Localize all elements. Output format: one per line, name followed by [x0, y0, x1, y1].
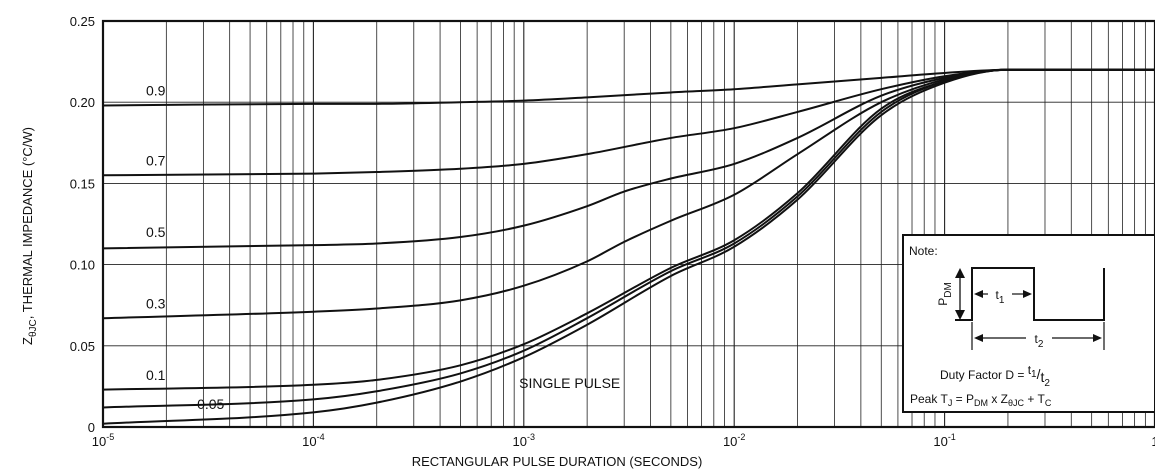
curves	[102, 68, 1155, 425]
pdm-label-main: P	[936, 298, 950, 306]
y-axis-label: ZθJC, THERMAL IMPEDANCE (°C/W)	[20, 127, 39, 345]
curve-label-0-05: 0.05	[197, 396, 224, 412]
y-axis-label-subscript: θJC	[28, 319, 39, 337]
peak-tj-p1: Peak T	[910, 392, 948, 406]
y-axis-label-suffix: , THERMAL IMPEDANCE (°C/W)	[20, 127, 35, 319]
duty-factor-formula: Duty Factor D = t1/t2	[940, 363, 1050, 389]
note-inset: Note: PDM t1 t2 Duty Factor D = t1/t2	[902, 234, 1155, 413]
t1-label-sub: 1	[999, 295, 1005, 306]
t2-label-main: t	[1035, 332, 1039, 346]
duty-factor-num-sub: 1	[1031, 369, 1037, 380]
peak-tj-s3: θJC	[1008, 398, 1025, 408]
duty-factor-den-main: t	[1041, 369, 1045, 385]
y-tick-label: 0.10	[70, 258, 95, 273]
peak-tj-p4: + T	[1024, 392, 1045, 406]
peak-tj-p3: x Z	[988, 392, 1008, 406]
curve-label-0-7: 0.7	[146, 153, 166, 169]
curve-label-0-3: 0.3	[146, 295, 166, 311]
peak-tj-formula: Peak TJ = PDM x ZθJC + TC	[910, 392, 1052, 408]
x-tick-label: 10-3	[513, 432, 535, 449]
y-tick-label: 0.25	[70, 14, 95, 29]
x-tick-label: 10-4	[302, 432, 324, 449]
x-axis-label: RECTANGULAR PULSE DURATION (SECONDS)	[412, 454, 703, 469]
y-axis-label-prefix: Z	[20, 337, 35, 345]
t1-label-main: t	[996, 288, 1000, 302]
duty-factor-num-main: t	[1028, 363, 1032, 377]
curve-0-9	[102, 68, 1155, 107]
x-tick-label: 10-1	[933, 432, 955, 449]
t2-arrow-head-left	[974, 334, 983, 342]
x-tick-label: 10-2	[723, 432, 745, 449]
t2-label-sub: 2	[1038, 339, 1044, 350]
y-tick-labels: 0 0.05 0.10 0.15 0.20 0.25	[70, 14, 95, 435]
t2-label: t2	[1035, 332, 1044, 350]
pdm-arrow-head-up	[955, 268, 965, 278]
t1-label: t1	[996, 288, 1005, 306]
peak-tj-s2: DM	[974, 398, 988, 408]
curve-label-0-5: 0.5	[146, 224, 166, 240]
curve-0-5	[102, 68, 1155, 250]
note-title: Note:	[909, 244, 938, 258]
x-tick-label: 10-5	[92, 432, 114, 449]
pdm-label-sub: DM	[943, 282, 954, 298]
t2-arrow-head-right	[1093, 334, 1102, 342]
duty-factor-slash: /	[1037, 366, 1041, 382]
x-tick-labels: 10-5 10-4 10-3 10-2 10-1 1	[92, 432, 1155, 449]
y-tick-label: 0.20	[70, 95, 95, 110]
pulse-waveform	[955, 267, 1105, 321]
peak-tj-p2: = P	[952, 392, 974, 406]
curve-single-pulse	[102, 68, 1155, 425]
curve-label-0-9: 0.9	[146, 83, 166, 99]
t1-arrow-head-left	[974, 290, 983, 298]
plot-frame	[101, 19, 1155, 429]
y-tick-label: 0.05	[70, 339, 95, 354]
pdm-label: PDM	[936, 282, 954, 306]
curve-label-0-1: 0.1	[146, 367, 166, 383]
curve-labels: 0.9 0.7 0.5 0.3 0.1 0.05 SINGLE PULSE	[146, 83, 620, 412]
note-frame	[902, 234, 1155, 413]
peak-tj-s4: C	[1045, 398, 1052, 408]
peak-tj-s1: J	[948, 398, 953, 408]
t1-arrow-head-right	[1023, 290, 1032, 298]
duty-factor-den-sub: 2	[1044, 378, 1050, 389]
curve-0-7	[102, 68, 1155, 177]
y-tick-label: 0	[88, 420, 95, 435]
x-tick-label: 1	[1151, 434, 1155, 449]
y-tick-label: 0.15	[70, 176, 95, 191]
pdm-arrow-head-down	[955, 310, 965, 320]
curve-label-single-pulse: SINGLE PULSE	[519, 375, 620, 391]
duty-factor-prefix: Duty Factor D =	[940, 368, 1028, 382]
